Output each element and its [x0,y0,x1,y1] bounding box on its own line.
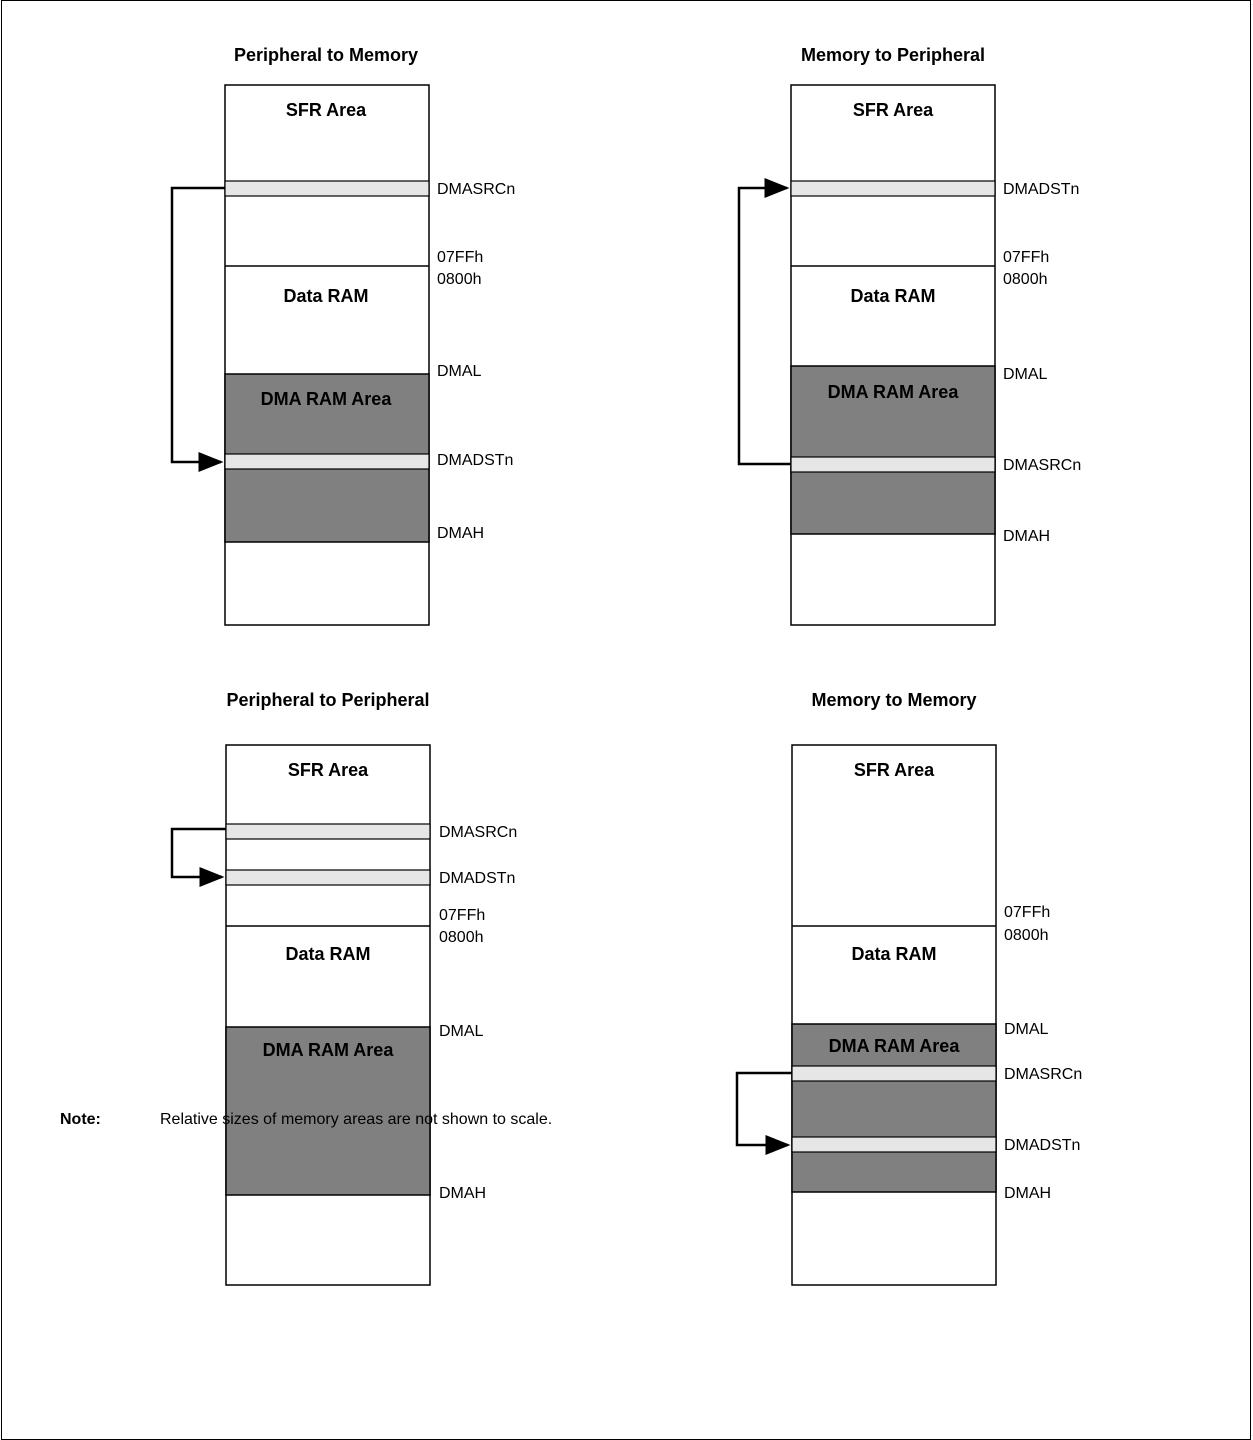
panel-title: Peripheral to Peripheral [226,690,429,710]
address-label: DMADSTn [1004,1137,1080,1154]
data-ram-label: Data RAM [850,286,935,306]
address-label: DMAL [1004,1021,1049,1038]
address-label: 0800h [437,271,482,288]
address-label: DMASRCn [439,824,517,841]
data-ram-label: Data RAM [283,286,368,306]
dma-ram-area-label: DMA RAM Area [263,1040,395,1060]
address-label: DMAL [437,363,482,380]
dma-ram-area-label: DMA RAM Area [829,1036,961,1056]
panel-title: Memory to Memory [811,690,976,710]
data-ram-label: Data RAM [851,944,936,964]
memory-column [224,84,430,626]
dmasrcn-register-slot [225,823,431,840]
note-text: Relative sizes of memory areas are not s… [160,1111,553,1128]
address-label: DMADSTn [439,870,515,887]
dma-ram-area-label: DMA RAM Area [828,382,960,402]
address-label: DMADSTn [1003,181,1079,198]
dmadstn-buffer-slot [224,453,430,470]
memory-column [790,84,996,626]
dma-ram-area-block [225,1026,431,1196]
transfer-arrow [170,186,225,472]
panel-title: Peripheral to Memory [234,45,418,65]
address-label: DMAH [439,1185,486,1202]
panel-memory-to-peripheral: Memory to Peripheral SFR Area Data RAM D… [737,45,1081,626]
panel-title: Memory to Peripheral [801,45,985,65]
address-label: DMASRCn [1003,457,1081,474]
dmadstn-register-slot [225,869,431,886]
address-label: 07FFh [1004,904,1050,921]
address-label: DMAH [1004,1185,1051,1202]
dma-ram-area-block [791,1023,997,1193]
address-label: DMASRCn [1004,1066,1082,1083]
dma-memory-map-diagram: Peripheral to Memory SFR Area Data RAM D… [170,45,1082,1286]
sfr-area-label: SFR Area [286,100,367,120]
panel-peripheral-to-memory: Peripheral to Memory SFR Area Data RAM D… [170,45,515,626]
memory-column [791,744,997,1286]
transfer-arrow [170,827,226,887]
address-label: DMAH [437,525,484,542]
sfr-area-label: SFR Area [853,100,934,120]
address-label: 0800h [1004,927,1049,944]
dmasrcn-register-slot [224,180,430,197]
sfr-area-label: SFR Area [854,760,935,780]
dmasrcn-buffer-slot [791,1065,997,1082]
address-label: 0800h [1003,271,1048,288]
dmasrcn-buffer-slot [790,456,996,473]
address-label: DMASRCn [437,181,515,198]
dmadstn-buffer-slot [791,1136,997,1153]
address-label: DMADSTn [437,452,513,469]
panel-memory-to-memory: Memory to Memory SFR Area Data RAM DMA R… [735,690,1082,1286]
address-label: 07FFh [1003,249,1049,266]
sfr-area-label: SFR Area [288,760,369,780]
dmadstn-register-slot [790,180,996,197]
address-label: DMAL [439,1023,484,1040]
transfer-arrow [737,178,791,466]
address-label: 07FFh [437,249,483,266]
transfer-arrow [735,1071,792,1155]
panel-peripheral-to-peripheral: Peripheral to Peripheral SFR Area Data R… [170,690,517,1286]
dma-ram-area-block [790,365,996,535]
dma-ram-area-label: DMA RAM Area [261,389,393,409]
data-ram-label: Data RAM [285,944,370,964]
address-label: 0800h [439,929,484,946]
address-label: DMAH [1003,528,1050,545]
address-label: 07FFh [439,907,485,924]
note-label: Note: [60,1111,101,1128]
address-label: DMAL [1003,366,1048,383]
